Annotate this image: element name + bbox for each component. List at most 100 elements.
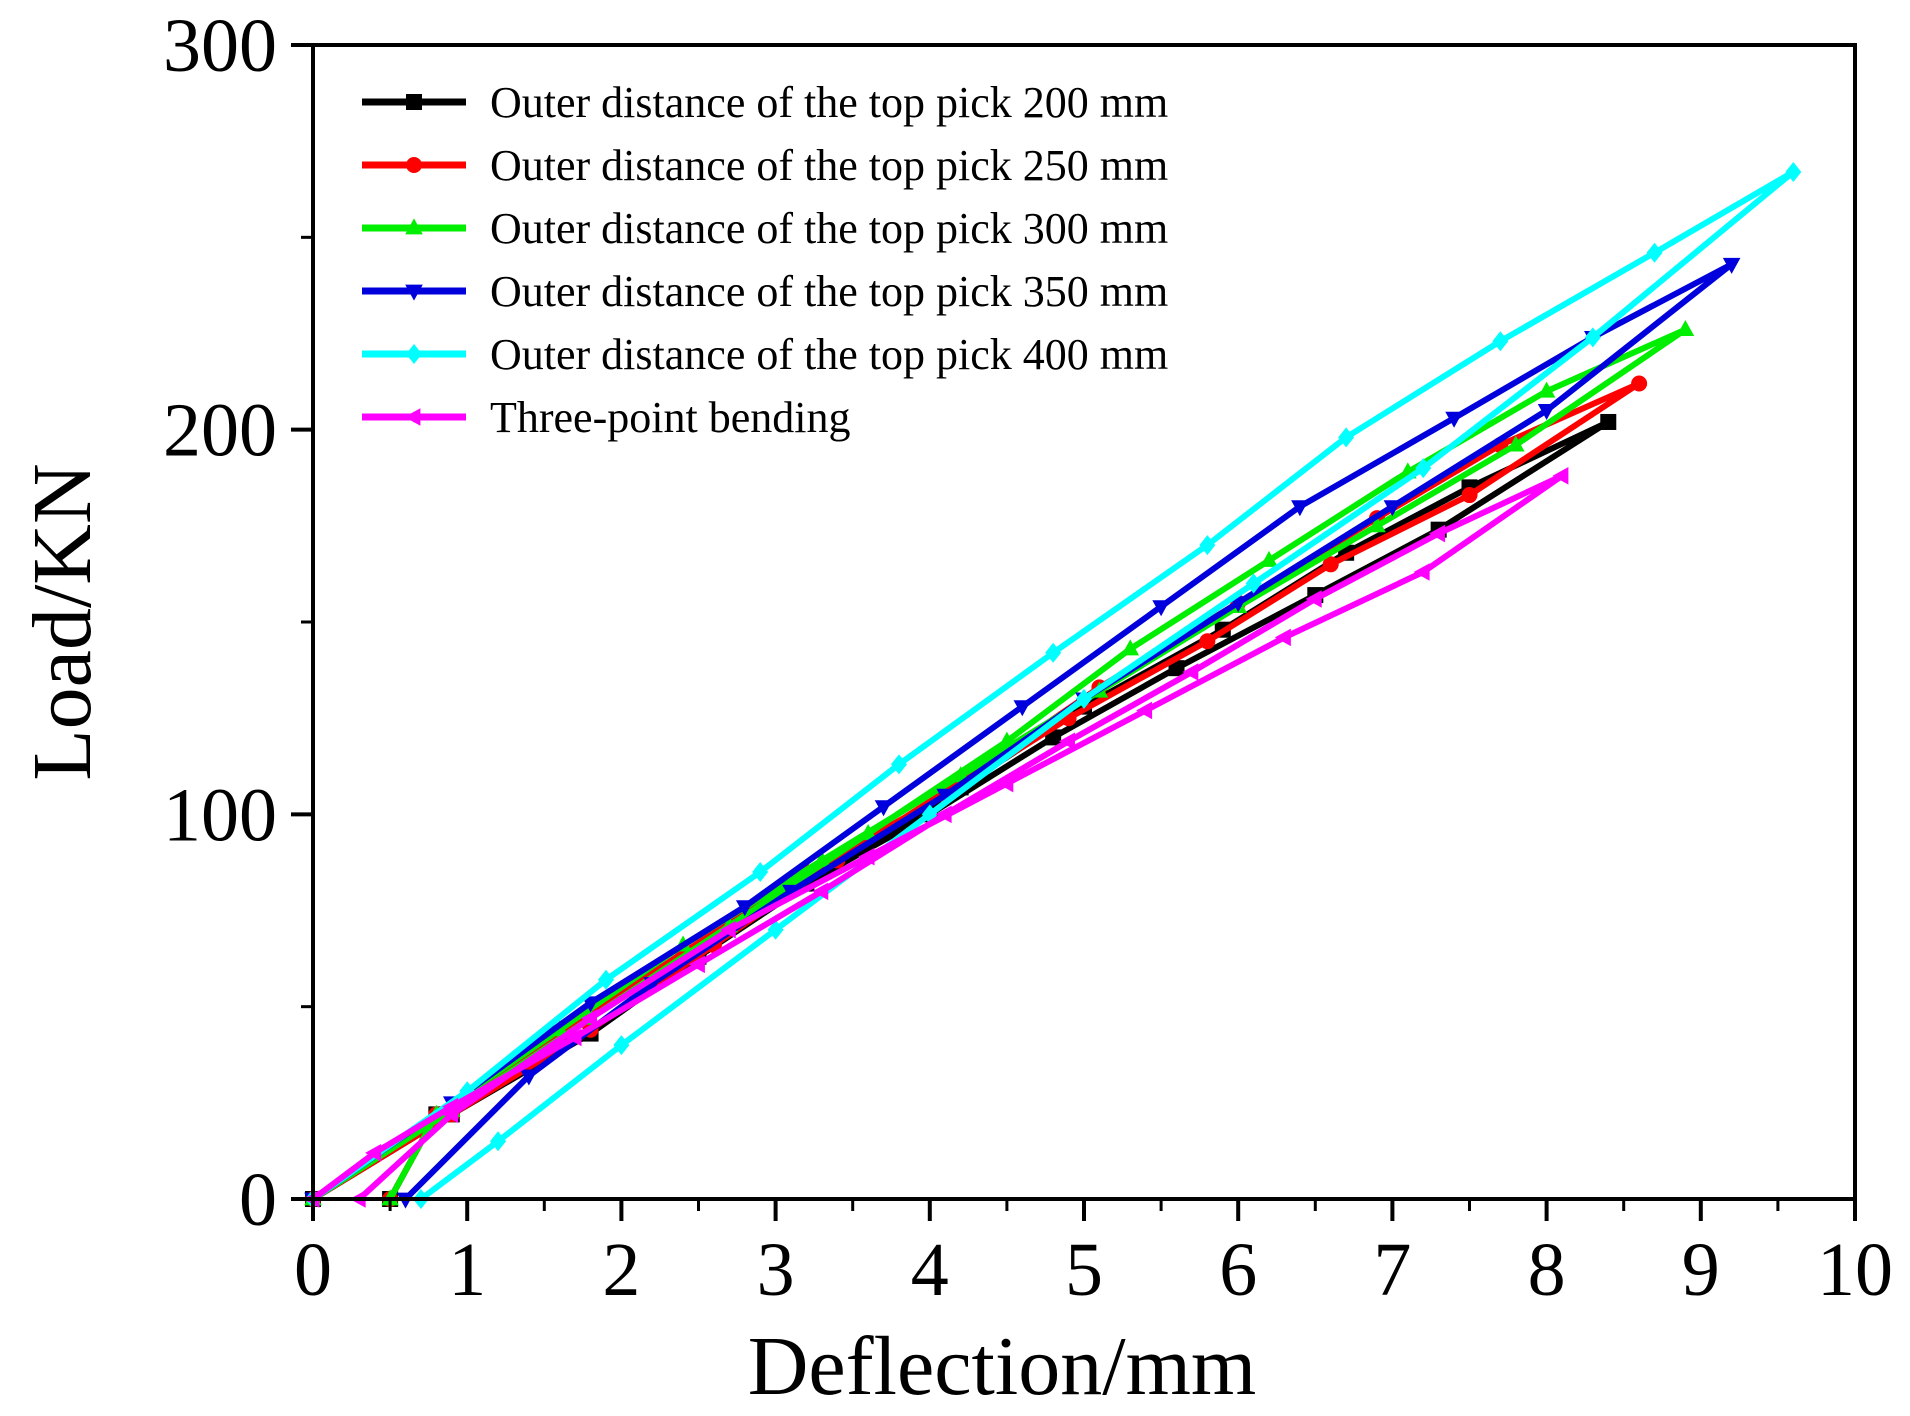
series-line xyxy=(310,168,1797,1202)
legend-swatch-marker xyxy=(405,218,423,235)
data-point xyxy=(1136,701,1153,720)
data-point xyxy=(890,754,907,775)
data-point xyxy=(1199,535,1216,556)
x-tick-label: 6 xyxy=(1219,1228,1257,1312)
x-tick-label: 1 xyxy=(448,1228,486,1312)
data-point xyxy=(997,774,1014,793)
y-tick-label: 100 xyxy=(163,773,277,857)
data-point xyxy=(767,919,784,940)
data-point xyxy=(613,1035,630,1056)
x-tick-label: 4 xyxy=(911,1228,949,1312)
data-point xyxy=(1722,257,1741,274)
data-point xyxy=(1152,600,1170,617)
data-point xyxy=(735,900,754,917)
data-point xyxy=(813,850,831,867)
data-point xyxy=(365,1144,382,1162)
data-point xyxy=(874,800,893,817)
data-point xyxy=(580,1009,597,1028)
data-point xyxy=(1552,467,1569,485)
data-point xyxy=(752,862,769,883)
data-point xyxy=(998,731,1016,748)
x-tick-label: 7 xyxy=(1373,1228,1411,1312)
data-point xyxy=(1182,663,1199,681)
data-point xyxy=(490,1131,507,1152)
legend-swatch-marker xyxy=(405,284,423,301)
data-point xyxy=(936,788,955,805)
legend-label: Outer distance of the top pick 300 mm xyxy=(490,204,1168,253)
y-axis-title: Load/KN xyxy=(16,463,109,780)
data-point xyxy=(1322,556,1339,573)
data-point xyxy=(1076,688,1092,709)
x-tick-label: 2 xyxy=(602,1228,640,1312)
legend-item: Outer distance of the top pick 300 mm xyxy=(362,204,1168,253)
legend-swatch-marker xyxy=(406,157,422,173)
legend-label: Outer distance of the top pick 200 mm xyxy=(490,78,1168,127)
data-point xyxy=(1383,500,1402,517)
data-point xyxy=(581,996,600,1013)
data-point xyxy=(1245,573,1262,594)
data-point xyxy=(1676,320,1695,337)
data-point xyxy=(1413,563,1430,581)
data-point xyxy=(1121,639,1140,656)
legend-item: Outer distance of the top pick 200 mm xyxy=(362,78,1168,127)
data-point xyxy=(1305,590,1322,608)
series-line xyxy=(310,261,1735,1202)
legend-label: Outer distance of the top pick 350 mm xyxy=(490,267,1168,316)
data-point xyxy=(859,823,877,840)
data-point xyxy=(1013,700,1032,717)
data-point xyxy=(1631,375,1648,392)
data-point xyxy=(935,805,952,824)
data-point xyxy=(719,920,736,939)
legend-label: Outer distance of the top pick 400 mm xyxy=(490,330,1168,379)
data-point xyxy=(1537,381,1556,398)
data-point xyxy=(1584,327,1601,348)
legend-label: Outer distance of the top pick 250 mm xyxy=(490,141,1168,190)
y-tick-label: 200 xyxy=(163,389,277,473)
data-point xyxy=(1415,458,1432,479)
x-tick-label: 0 xyxy=(294,1228,332,1312)
data-point xyxy=(1492,331,1509,352)
data-point xyxy=(1537,404,1556,421)
data-point xyxy=(1461,487,1478,504)
data-point xyxy=(1445,411,1463,428)
data-point xyxy=(1506,435,1525,452)
x-tick-label: 10 xyxy=(1817,1228,1893,1312)
data-point xyxy=(1429,524,1446,543)
legend-swatch-marker xyxy=(406,344,422,364)
data-point xyxy=(1338,427,1355,448)
legend-swatch-marker xyxy=(406,94,422,110)
x-tick-label: 9 xyxy=(1682,1228,1720,1312)
data-point xyxy=(1600,413,1617,430)
legend-item: Outer distance of the top pick 400 mm xyxy=(362,330,1168,379)
x-tick-label: 5 xyxy=(1065,1228,1103,1312)
series-6 xyxy=(303,467,1569,1208)
data-point xyxy=(1168,660,1185,677)
x-tick-label: 8 xyxy=(1528,1228,1566,1312)
data-point xyxy=(858,847,875,866)
legend: Outer distance of the top pick 200 mm Out… xyxy=(362,78,1168,442)
data-point xyxy=(1260,550,1278,567)
x-axis-title: Deflection/mm xyxy=(748,1320,1257,1413)
y-tick-label: 300 xyxy=(163,4,277,88)
data-point xyxy=(442,1105,459,1124)
data-point xyxy=(688,955,705,974)
data-point xyxy=(782,884,800,901)
data-point xyxy=(520,1069,538,1086)
legend-item: Three-point bending xyxy=(362,393,850,442)
y-tick-label: 0 xyxy=(239,1158,277,1242)
legend-item: Outer distance of the top pick 350 mm xyxy=(362,267,1168,316)
data-point xyxy=(1274,628,1291,647)
data-point xyxy=(1291,500,1309,517)
legend-item: Outer distance of the top pick 250 mm xyxy=(362,141,1168,190)
x-tick-label: 3 xyxy=(757,1228,795,1312)
data-point xyxy=(1368,516,1386,533)
data-point xyxy=(1199,633,1216,650)
data-point xyxy=(1058,732,1075,751)
data-point xyxy=(1045,642,1062,663)
legend-label: Three-point bending xyxy=(490,393,850,442)
data-point xyxy=(1785,161,1802,182)
data-point xyxy=(565,1028,582,1047)
